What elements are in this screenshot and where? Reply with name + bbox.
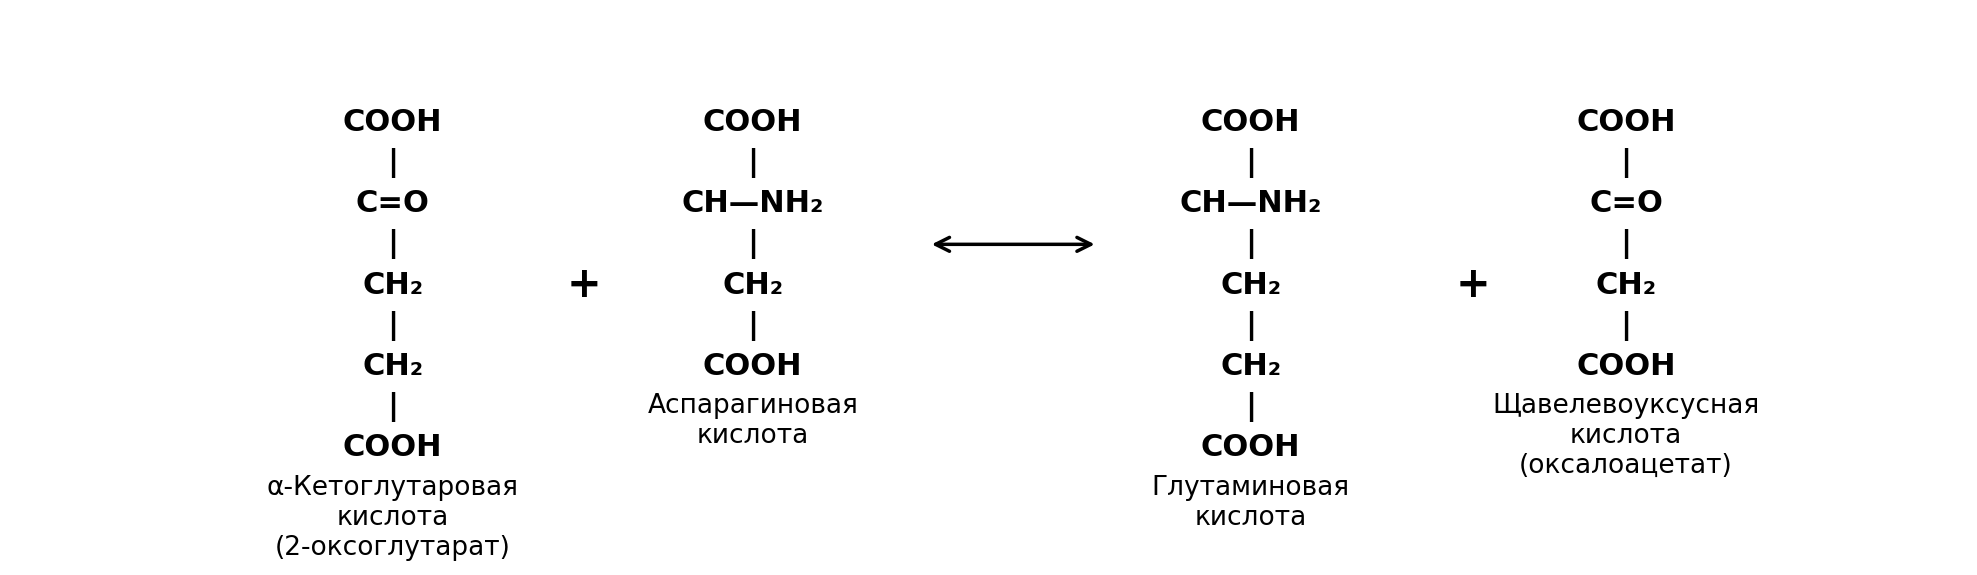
Text: C=O: C=O bbox=[1590, 189, 1663, 218]
Text: Глутаминовая
кислота: Глутаминовая кислота bbox=[1153, 474, 1350, 531]
Text: |: | bbox=[387, 311, 397, 341]
Text: |: | bbox=[747, 229, 759, 259]
Text: |: | bbox=[747, 148, 759, 178]
Text: |: | bbox=[1246, 392, 1255, 422]
Text: |: | bbox=[747, 311, 759, 341]
Text: |: | bbox=[1621, 229, 1631, 259]
Text: |: | bbox=[1246, 148, 1255, 178]
Text: COOH: COOH bbox=[704, 108, 803, 137]
Text: |: | bbox=[1621, 148, 1631, 178]
Text: |: | bbox=[1246, 311, 1255, 341]
Text: COOH: COOH bbox=[342, 108, 443, 137]
Text: +: + bbox=[1455, 264, 1491, 306]
Text: COOH: COOH bbox=[1576, 108, 1676, 137]
Text: COOH: COOH bbox=[1576, 352, 1676, 381]
Text: |: | bbox=[387, 392, 397, 422]
Text: |: | bbox=[387, 148, 397, 178]
Text: CH₂: CH₂ bbox=[1220, 352, 1281, 381]
Text: |: | bbox=[1621, 311, 1631, 341]
Text: |: | bbox=[1246, 229, 1255, 259]
Text: COOH: COOH bbox=[1200, 434, 1301, 462]
Text: CH₂: CH₂ bbox=[1595, 271, 1657, 300]
Text: +: + bbox=[567, 264, 601, 306]
Text: CH₂: CH₂ bbox=[1220, 271, 1281, 300]
Text: Щавелевоуксусная
кислота
(оксалоацетат): Щавелевоуксусная кислота (оксалоацетат) bbox=[1493, 393, 1760, 479]
Text: COOH: COOH bbox=[1200, 108, 1301, 137]
Text: C=O: C=O bbox=[356, 189, 429, 218]
Text: CH₂: CH₂ bbox=[362, 271, 423, 300]
Text: COOH: COOH bbox=[704, 352, 803, 381]
Text: CH₂: CH₂ bbox=[722, 271, 783, 300]
Text: CH₂: CH₂ bbox=[362, 352, 423, 381]
Text: CH—NH₂: CH—NH₂ bbox=[1180, 189, 1323, 218]
Text: COOH: COOH bbox=[342, 434, 443, 462]
Text: |: | bbox=[387, 229, 397, 259]
Text: CH—NH₂: CH—NH₂ bbox=[682, 189, 824, 218]
Text: Аспарагиновая
кислота: Аспарагиновая кислота bbox=[646, 393, 858, 449]
Text: α-Кетоглутаровая
кислота
(2-оксоглутарат): α-Кетоглутаровая кислота (2-оксоглутарат… bbox=[267, 474, 518, 561]
